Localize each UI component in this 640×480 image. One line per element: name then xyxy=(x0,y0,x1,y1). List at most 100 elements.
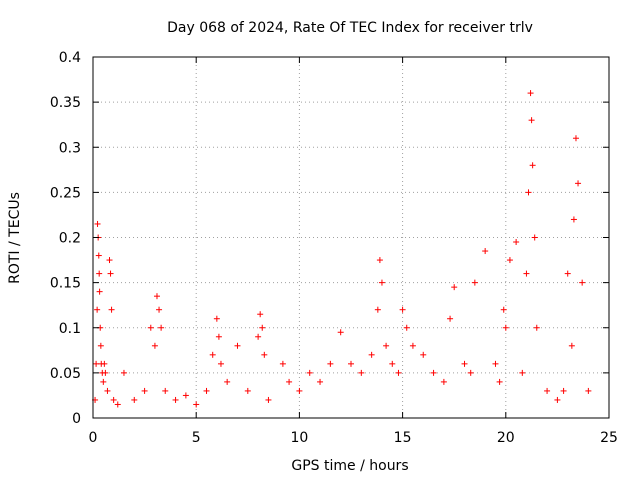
data-point xyxy=(471,279,478,286)
data-point xyxy=(94,220,101,227)
data-point xyxy=(306,369,313,376)
data-point xyxy=(94,306,101,313)
data-point xyxy=(374,306,381,313)
data-point xyxy=(395,369,402,376)
data-point xyxy=(279,360,286,367)
data-point xyxy=(286,378,293,385)
grid-lines xyxy=(93,57,609,418)
data-point xyxy=(572,135,579,142)
data-point xyxy=(525,189,532,196)
data-point xyxy=(467,369,474,376)
data-point xyxy=(224,378,231,385)
x-tick-label: 15 xyxy=(394,430,412,446)
data-point xyxy=(570,216,577,223)
data-point xyxy=(100,378,107,385)
data-point xyxy=(519,369,526,376)
data-point xyxy=(104,387,111,394)
data-point xyxy=(568,342,575,349)
data-point xyxy=(93,360,100,367)
data-point xyxy=(564,270,571,277)
data-point xyxy=(255,333,262,340)
data-point xyxy=(153,293,160,300)
data-point xyxy=(120,369,127,376)
data-point xyxy=(296,387,303,394)
data-point xyxy=(502,324,509,331)
data-point xyxy=(492,360,499,367)
data-point xyxy=(96,270,103,277)
data-point xyxy=(95,252,102,259)
data-point xyxy=(531,234,538,241)
y-tick-label: 0.4 xyxy=(59,50,81,66)
data-points xyxy=(92,90,592,408)
data-point xyxy=(215,333,222,340)
data-point xyxy=(409,342,416,349)
data-point xyxy=(141,387,148,394)
data-point xyxy=(368,351,375,358)
data-point xyxy=(358,369,365,376)
x-axis-title: GPS time / hours xyxy=(291,458,408,474)
data-point xyxy=(420,351,427,358)
data-point xyxy=(101,360,108,367)
data-point xyxy=(544,387,551,394)
x-tick-label: 0 xyxy=(89,430,98,446)
data-point xyxy=(461,360,468,367)
data-point xyxy=(585,387,592,394)
data-point xyxy=(496,378,503,385)
data-point xyxy=(376,257,383,264)
data-point xyxy=(500,306,507,313)
data-point xyxy=(482,248,489,255)
x-tick-label: 10 xyxy=(290,430,308,446)
data-point xyxy=(579,279,586,286)
data-point xyxy=(378,279,385,286)
y-tick-labels: 0 0.05 0.1 0.15 0.2 0.25 0.3 0.35 0.4 xyxy=(50,50,81,427)
data-point xyxy=(244,387,251,394)
data-point xyxy=(213,315,220,322)
y-tick-label: 0.05 xyxy=(50,366,81,382)
data-point xyxy=(114,401,121,408)
data-point xyxy=(529,162,536,169)
x-tick-label: 5 xyxy=(192,430,201,446)
data-point xyxy=(108,306,115,313)
data-point xyxy=(399,306,406,313)
data-point xyxy=(317,378,324,385)
data-point xyxy=(172,396,179,403)
data-point xyxy=(151,342,158,349)
x-tick-label: 25 xyxy=(600,430,618,446)
data-point xyxy=(533,324,540,331)
data-point xyxy=(447,315,454,322)
data-point xyxy=(554,396,561,403)
x-tick-label: 20 xyxy=(497,430,515,446)
data-point xyxy=(158,324,165,331)
data-point xyxy=(156,306,163,313)
data-point xyxy=(217,360,224,367)
y-tick-label: 0.25 xyxy=(50,185,81,201)
data-point xyxy=(110,396,117,403)
data-point xyxy=(513,239,520,246)
data-point xyxy=(451,284,458,291)
data-point xyxy=(131,396,138,403)
data-point xyxy=(209,351,216,358)
data-point xyxy=(102,369,109,376)
data-point xyxy=(389,360,396,367)
y-tick-label: 0.1 xyxy=(59,321,81,337)
y-tick-label: 0.15 xyxy=(50,276,81,292)
data-point xyxy=(560,387,567,394)
data-point xyxy=(107,270,114,277)
data-point xyxy=(265,396,272,403)
data-point xyxy=(403,324,410,331)
y-tick-label: 0.2 xyxy=(59,231,81,247)
data-point xyxy=(257,311,264,318)
y-tick-label: 0 xyxy=(72,411,81,427)
data-point xyxy=(203,387,210,394)
data-point xyxy=(97,342,104,349)
data-point xyxy=(182,392,189,399)
data-point xyxy=(575,180,582,187)
data-point xyxy=(527,90,534,97)
data-point xyxy=(440,378,447,385)
y-tick-label: 0.35 xyxy=(50,95,81,111)
data-point xyxy=(106,257,113,264)
data-point xyxy=(96,288,103,295)
data-point xyxy=(259,324,266,331)
data-point xyxy=(506,257,513,264)
